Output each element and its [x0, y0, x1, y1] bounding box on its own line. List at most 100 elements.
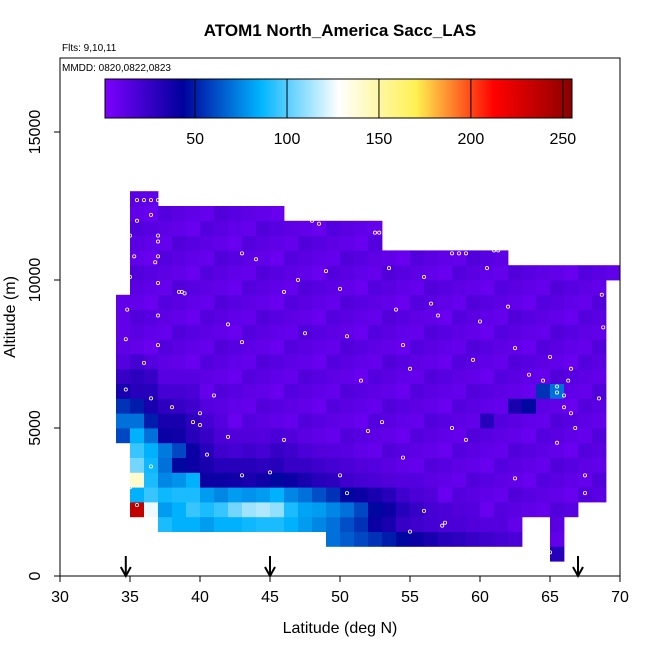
heatmap-cell [578, 472, 593, 488]
heatmap-cell [214, 472, 229, 488]
heatmap-cell [438, 294, 453, 310]
heatmap-cell [158, 220, 173, 236]
heatmap-cell [424, 502, 439, 518]
heatmap-cell [228, 354, 243, 370]
heatmap-cell [284, 442, 299, 458]
heatmap-cell [382, 516, 397, 532]
heatmap-cell [354, 442, 369, 458]
heatmap-cell [312, 235, 327, 251]
heatmap-cell [564, 354, 579, 370]
heatmap-cell [200, 442, 215, 458]
heatmap-cell [200, 339, 215, 355]
heatmap-cell [116, 309, 131, 325]
sample-point [141, 198, 146, 203]
heatmap-cell [200, 368, 215, 384]
heatmap-cell [270, 235, 285, 251]
heatmap-cell [354, 531, 369, 547]
sample-point [513, 476, 518, 481]
heatmap-cell [200, 413, 215, 429]
heatmap-cell [200, 250, 215, 266]
heatmap-cell [326, 502, 341, 518]
heatmap-cell [130, 413, 145, 429]
heatmap-cell [494, 472, 509, 488]
heatmap-cell [410, 428, 425, 444]
x-tick-label: 65 [541, 589, 559, 606]
heatmap-cell [522, 487, 537, 503]
heatmap-cell [452, 265, 467, 281]
heatmap-cell [186, 265, 201, 281]
heatmap-cell [186, 280, 201, 296]
heatmap-cell [242, 294, 257, 310]
heatmap-cell [270, 220, 285, 236]
heatmap-cell [256, 398, 271, 414]
heatmap-cell [144, 324, 159, 340]
heatmap-cell [158, 324, 173, 340]
heatmap-cell [256, 280, 271, 296]
heatmap-cell [200, 280, 215, 296]
heatmap-cell [522, 383, 537, 399]
heatmap-cell [340, 516, 355, 532]
heatmap-cell [284, 265, 299, 281]
heatmap-cell [424, 250, 439, 266]
heatmap-cell [494, 354, 509, 370]
heatmap-cell [242, 280, 257, 296]
heatmap-cell [340, 309, 355, 325]
heatmap-cell [172, 413, 187, 429]
heatmap-cell [494, 502, 509, 518]
heatmap-cell [144, 383, 159, 399]
heatmap-cell [270, 457, 285, 473]
heatmap-cell [578, 324, 593, 340]
heatmap-cell [144, 472, 159, 488]
heatmap-cell [172, 309, 187, 325]
heatmap-cell [592, 324, 607, 340]
heatmap-cell [382, 398, 397, 414]
heatmap-cell [564, 502, 579, 518]
heatmap-cell [298, 428, 313, 444]
heatmap-cell [480, 265, 495, 281]
heatmap-cell [368, 531, 383, 547]
x-tick-label: 55 [401, 589, 419, 606]
heatmap-cell [130, 368, 145, 384]
heatmap-cell [158, 442, 173, 458]
sample-point [267, 470, 272, 475]
heatmap-cell [368, 442, 383, 458]
heatmap-cell [536, 457, 551, 473]
heatmap-cell [312, 265, 327, 281]
heatmap-cell [592, 428, 607, 444]
heatmap-cell [368, 294, 383, 310]
heatmap-cell [480, 398, 495, 414]
heatmap-cell [116, 339, 131, 355]
heatmap-cell [438, 502, 453, 518]
heatmap-cell [144, 294, 159, 310]
heatmap-cell [368, 235, 383, 251]
heatmap-cell [508, 413, 523, 429]
heatmap-cell [284, 428, 299, 444]
heatmap-cell [172, 502, 187, 518]
heatmap-cell [214, 413, 229, 429]
heatmap-cell [298, 250, 313, 266]
heatmap-cell [242, 368, 257, 384]
heatmap-cell [326, 280, 341, 296]
heatmap-cell [550, 324, 565, 340]
heatmap-cell [452, 428, 467, 444]
sample-point [477, 319, 482, 324]
heatmap-cell [508, 398, 523, 414]
heatmap-cell [326, 354, 341, 370]
heatmap-cell [410, 502, 425, 518]
heatmap-cell [452, 442, 467, 458]
heatmap-cell [382, 428, 397, 444]
sample-point [421, 508, 426, 513]
heatmap-cell [130, 502, 145, 518]
sample-point [239, 251, 244, 256]
heatmap-cell [298, 442, 313, 458]
heatmap-cell [270, 250, 285, 266]
heatmap-cell [228, 457, 243, 473]
heatmap-cell [354, 339, 369, 355]
heatmap-cell [592, 398, 607, 414]
heatmap-cell [396, 250, 411, 266]
heatmap-cell [466, 309, 481, 325]
heatmap-cell [144, 398, 159, 414]
sample-point [344, 491, 349, 496]
heatmap-cell [452, 516, 467, 532]
heatmap-cell [340, 339, 355, 355]
